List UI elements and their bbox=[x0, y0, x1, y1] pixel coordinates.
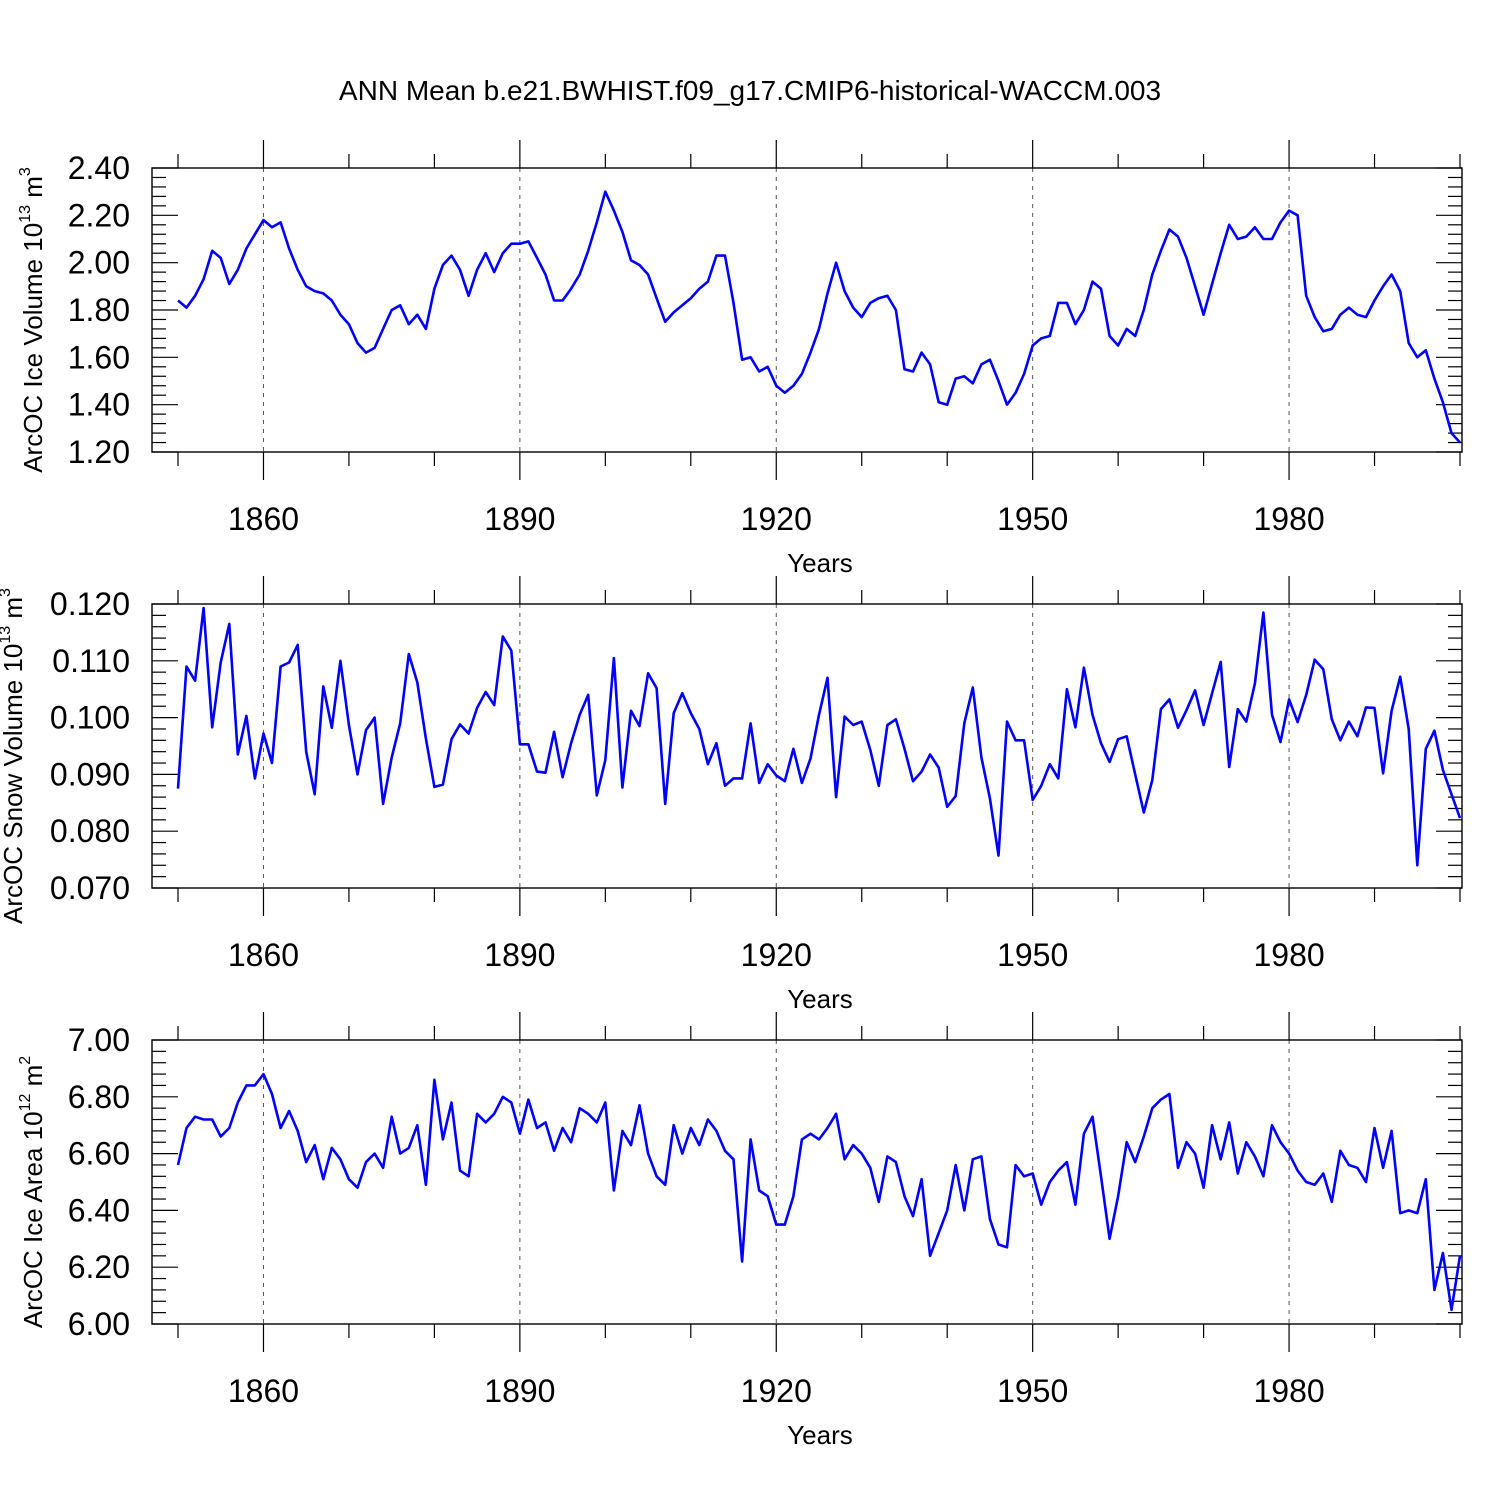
y-tick-label: 0.120 bbox=[50, 586, 130, 622]
y-tick-label: 6.40 bbox=[68, 1192, 130, 1228]
figure-title: ANN Mean b.e21.BWHIST.f09_g17.CMIP6-hist… bbox=[339, 75, 1161, 106]
ice-area-series-line bbox=[176, 1072, 1462, 1312]
x-axis-title: Years bbox=[787, 1420, 853, 1450]
y-tick-label: 0.090 bbox=[50, 756, 130, 792]
y-axis-title: ArcOC Snow Volume 1013 m3 bbox=[0, 588, 28, 924]
x-tick-label: 1950 bbox=[997, 1373, 1068, 1409]
x-tick-label: 1980 bbox=[1253, 1373, 1324, 1409]
snow-volume-series-line bbox=[176, 606, 1462, 867]
x-tick-label: 1890 bbox=[484, 1373, 555, 1409]
plot-frame bbox=[151, 167, 1463, 453]
y-tick-label: 2.20 bbox=[68, 197, 130, 233]
x-tick-label: 1860 bbox=[228, 1373, 299, 1409]
plot-frame bbox=[151, 603, 1463, 889]
y-axis-title: ArcOC Ice Volume 1013 m3 bbox=[17, 167, 48, 473]
x-tick-label: 1890 bbox=[484, 937, 555, 973]
x-tick-label: 1860 bbox=[228, 501, 299, 537]
panels: 1.20 1.40 1.60 1.80 2.00 2.20 2.40 1860 1890 1920… bbox=[0, 140, 1463, 1450]
plot-frame bbox=[151, 1039, 1463, 1325]
x-tick-label: 1950 bbox=[997, 937, 1068, 973]
y-tick-label: 7.00 bbox=[68, 1022, 130, 1058]
y-tick-label: 0.110 bbox=[52, 643, 130, 679]
x-tick-label: 1920 bbox=[741, 937, 812, 973]
y-tick-label: 1.40 bbox=[68, 387, 130, 423]
y-tick-label: 6.20 bbox=[68, 1249, 130, 1285]
y-tick-label: 2.00 bbox=[68, 245, 130, 281]
x-tick-label: 1980 bbox=[1253, 501, 1324, 537]
x-axis-title: Years bbox=[787, 548, 853, 578]
x-tick-label: 1860 bbox=[228, 937, 299, 973]
x-axis-title: Years bbox=[787, 984, 853, 1014]
x-tick-label: 1950 bbox=[997, 501, 1068, 537]
y-tick-label: 6.00 bbox=[68, 1306, 130, 1342]
x-tick-label: 1920 bbox=[741, 1373, 812, 1409]
y-tick-label: 0.070 bbox=[50, 870, 130, 906]
y-axis-title: ArcOC Ice Area 1012 m2 bbox=[17, 1056, 48, 1328]
y-tick-label: 0.100 bbox=[50, 700, 130, 736]
y-tick-label: 2.40 bbox=[68, 150, 130, 186]
ice-volume-series-line bbox=[177, 190, 1461, 444]
snow-volume-panel: 0.070 0.080 0.090 0.100 0.110 0.120 1860 1890 19… bbox=[0, 576, 1463, 1014]
ice-area-panel: 6.00 6.20 6.40 6.60 6.80 7.00 1860 1890 1920 1950… bbox=[17, 1012, 1463, 1450]
ice-volume-panel: 1.20 1.40 1.60 1.80 2.00 2.20 2.40 1860 1890 1920… bbox=[17, 140, 1463, 578]
y-tick-label: 1.60 bbox=[68, 339, 130, 375]
y-tick-label: 1.80 bbox=[68, 292, 130, 328]
y-tick-label: 0.080 bbox=[50, 813, 130, 849]
y-tick-label: 1.20 bbox=[68, 434, 130, 470]
y-tick-label: 6.80 bbox=[68, 1079, 130, 1115]
x-tick-label: 1920 bbox=[741, 501, 812, 537]
y-tick-label: 6.60 bbox=[68, 1136, 130, 1172]
x-tick-label: 1980 bbox=[1253, 937, 1324, 973]
x-tick-label: 1890 bbox=[484, 501, 555, 537]
